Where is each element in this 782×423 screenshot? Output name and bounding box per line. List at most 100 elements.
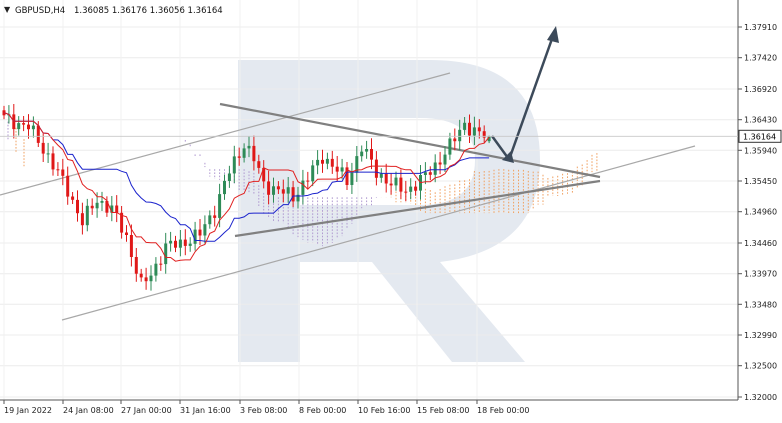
price-tick-label: 1.32500 bbox=[744, 362, 777, 371]
candle-body bbox=[345, 167, 349, 185]
kijun-sen-line bbox=[3, 112, 490, 242]
candle-body bbox=[433, 162, 437, 175]
candle-body bbox=[355, 156, 359, 173]
candle-body bbox=[232, 156, 236, 174]
candle-body bbox=[80, 213, 84, 226]
candle-body bbox=[389, 183, 393, 186]
candle-body bbox=[164, 243, 168, 265]
candle-body bbox=[482, 131, 486, 138]
ichimoku-lines bbox=[3, 112, 490, 262]
candle-body bbox=[17, 123, 21, 130]
candle-body bbox=[247, 145, 251, 149]
candle-body bbox=[198, 229, 202, 236]
candle-body bbox=[193, 229, 197, 244]
chart-menu-icon[interactable]: ▼ bbox=[4, 5, 11, 14]
candle-body bbox=[463, 122, 467, 130]
candle-body bbox=[257, 161, 261, 168]
candle-body bbox=[95, 202, 99, 209]
candle-body bbox=[144, 277, 148, 282]
candle-body bbox=[325, 158, 329, 164]
price-tick-label: 1.37420 bbox=[744, 54, 777, 63]
time-tick-label: 27 Jan 00:00 bbox=[121, 406, 172, 415]
candle-body bbox=[301, 180, 305, 195]
time-tick-label: 18 Feb 00:00 bbox=[477, 406, 529, 415]
candle-body bbox=[61, 169, 65, 176]
candle-body bbox=[203, 224, 207, 236]
ohlc-label: 1.36085 1.36176 1.36056 1.36164 bbox=[74, 6, 223, 16]
price-tick-label: 1.34960 bbox=[744, 208, 777, 217]
candle-body bbox=[242, 148, 246, 158]
time-tick-label: 8 Feb 00:00 bbox=[299, 406, 346, 415]
candle-body bbox=[428, 172, 432, 175]
grid bbox=[0, 0, 738, 400]
forecast-arrow-up bbox=[508, 35, 555, 158]
candle-body bbox=[438, 162, 442, 165]
candle-body bbox=[139, 273, 143, 278]
candle-body bbox=[374, 159, 378, 178]
candle-body bbox=[262, 167, 266, 182]
forecast-arrow-down bbox=[490, 135, 510, 159]
candle-body bbox=[453, 138, 457, 142]
candle-body bbox=[178, 239, 182, 248]
candle-body bbox=[252, 145, 256, 162]
candle-body bbox=[340, 167, 344, 172]
candle-body bbox=[291, 187, 295, 202]
forecast-arrow bbox=[490, 26, 559, 163]
candle-body bbox=[56, 169, 60, 171]
candle-body bbox=[399, 177, 403, 192]
price-tick-label: 1.34460 bbox=[744, 239, 777, 248]
candle-body bbox=[423, 172, 427, 175]
candle-body bbox=[188, 243, 192, 246]
candle-body bbox=[414, 186, 418, 191]
price-tick-label: 1.32990 bbox=[744, 331, 777, 340]
candle-body bbox=[66, 175, 70, 197]
candle-body bbox=[384, 173, 388, 184]
candle-body bbox=[169, 240, 173, 244]
candle-body bbox=[90, 205, 94, 209]
candle-body bbox=[237, 156, 241, 158]
candle-body bbox=[41, 142, 45, 154]
candle-body bbox=[223, 180, 226, 195]
trend-line bbox=[219, 102, 601, 179]
candle-body bbox=[85, 205, 89, 226]
candle-body bbox=[227, 173, 231, 181]
candle-body bbox=[105, 201, 109, 213]
candle-body bbox=[281, 189, 285, 194]
candle-body bbox=[76, 199, 79, 214]
price-tick-label: 1.37910 bbox=[744, 23, 777, 32]
trend-line bbox=[0, 72, 451, 196]
candle-body bbox=[311, 165, 315, 182]
candle-body bbox=[276, 186, 280, 190]
candle-body bbox=[31, 125, 35, 130]
time-axis: 19 Jan 2022 24 Jan 08:00 27 Jan 00:00 31 Ja… bbox=[0, 399, 738, 415]
candle-body bbox=[472, 127, 476, 136]
tenkan-sen-line bbox=[3, 112, 490, 262]
time-tick-label: 3 Feb 08:00 bbox=[240, 406, 287, 415]
price-axis: 1.37910 1.37420 1.36920 1.36430 1.35940 1.354… bbox=[0, 0, 782, 402]
last-price-box bbox=[738, 129, 782, 143]
candle-body bbox=[409, 186, 413, 192]
time-tick-label: 31 Jan 16:00 bbox=[180, 406, 231, 415]
candle-body bbox=[22, 123, 26, 125]
candle-body bbox=[154, 263, 158, 276]
trend-channel bbox=[0, 72, 696, 321]
price-tick-label: 1.36920 bbox=[744, 85, 777, 94]
candle-body bbox=[218, 194, 222, 218]
candle-body bbox=[149, 275, 153, 282]
candle-body bbox=[448, 138, 452, 155]
candle-body bbox=[286, 187, 290, 194]
candle-body bbox=[208, 215, 212, 225]
price-tick-label: 1.33480 bbox=[744, 300, 777, 309]
candle-body bbox=[100, 201, 104, 203]
candle-body bbox=[71, 196, 75, 200]
candle-body bbox=[27, 124, 30, 130]
candle-body bbox=[134, 257, 138, 274]
watermark-logo bbox=[238, 60, 540, 362]
candle-body bbox=[115, 205, 119, 213]
candle-body bbox=[183, 239, 187, 246]
time-tick-label: 24 Jan 08:00 bbox=[63, 406, 114, 415]
price-tick-label: 1.33970 bbox=[744, 270, 777, 279]
candle-body bbox=[330, 158, 334, 167]
candle-body bbox=[272, 186, 275, 195]
